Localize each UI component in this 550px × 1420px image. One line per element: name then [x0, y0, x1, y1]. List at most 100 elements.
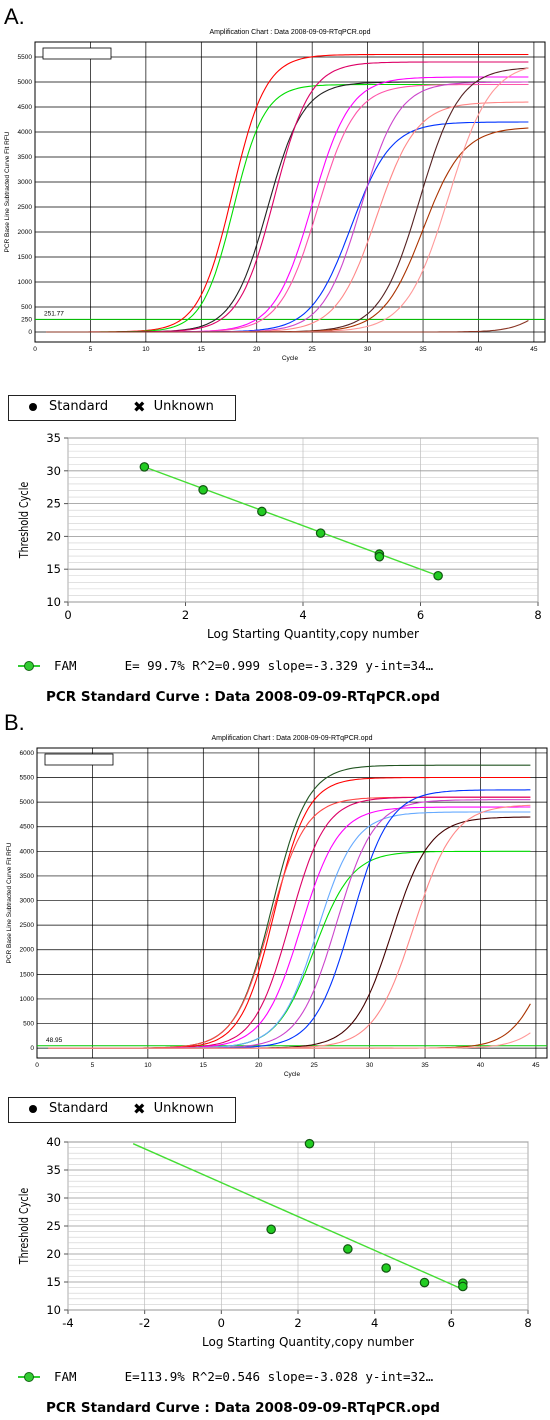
standard-point: [257, 506, 267, 517]
y-tick-label: 10: [46, 1303, 61, 1317]
y-axis-label: PCR Base Line Subtracted Curve Fit RFU: [4, 131, 11, 252]
x-tick-label: 20: [253, 346, 261, 353]
y-tick-label: 5000: [20, 799, 35, 806]
x-tick-label: 20: [255, 1062, 263, 1069]
x-tick-label: 4: [371, 1316, 378, 1330]
threshold-label: 251.77: [44, 310, 64, 317]
x-tick-label: 35: [419, 346, 427, 353]
y-tick-label: 0: [30, 1045, 34, 1052]
fam-stats-text: E= 99.7% R^2=0.999 slope=-3.329 y-int=34…: [124, 658, 434, 673]
x-tick-label: 15: [198, 346, 206, 353]
y-tick-label: 30: [46, 464, 61, 478]
y-tick-label: 10: [46, 595, 61, 609]
x-tick-label: 8: [524, 1316, 531, 1330]
fam-marker-icon: [18, 660, 40, 671]
x-tick-label: 30: [366, 1062, 374, 1069]
standard-dot-icon: [29, 1104, 37, 1113]
x-tick-label: 45: [530, 346, 538, 353]
x-tick-label: 2: [294, 1316, 301, 1330]
x-axis-label: Log Starting Quantity,copy number: [202, 1335, 414, 1349]
standard-point: [458, 1281, 468, 1292]
y-tick-label: 4500: [20, 824, 35, 831]
y-tick-label: 25: [46, 497, 61, 511]
amplification-curve: [48, 1032, 531, 1049]
fit-line: [132, 1143, 460, 1289]
x-tick-label: 5: [89, 346, 93, 353]
y-tick-label: 4000: [18, 129, 33, 136]
chart-title: Amplification Chart : Data 2008-09-09-RT…: [210, 29, 371, 36]
plot-area: [36, 747, 548, 1059]
y-tick-label: 20: [46, 529, 61, 543]
x-tick-label: 0: [35, 1062, 39, 1069]
y-axis-label: Threshold Cycle: [17, 481, 31, 559]
legend-standard-a: Standard: [29, 399, 108, 414]
y-tick-label: 25: [46, 1219, 61, 1233]
standard-point: [266, 1224, 276, 1235]
y-tick-label: 35: [46, 431, 61, 445]
fam-stats-b: FAM E=113.9% R^2=0.546 slope=-3.028 y-in…: [18, 1369, 433, 1384]
fit-line: [144, 466, 439, 577]
legend-unknown-label: Unknown: [153, 1101, 214, 1116]
legend-unknown-a: ✖ Unknown: [133, 399, 214, 414]
chart-title: Amplification Chart : Data 2008-09-09-RT…: [212, 735, 373, 742]
y-tick-label: 1000: [20, 996, 35, 1003]
panel-label-b: B.: [4, 710, 25, 735]
plot-area: [34, 41, 546, 343]
y-tick-label: 30: [46, 1191, 61, 1205]
x-axis-label: Cycle: [284, 1071, 301, 1078]
y-tick-label: 40: [46, 1135, 61, 1149]
fam-name: FAM: [54, 658, 77, 673]
standard-dot-icon: [29, 402, 37, 411]
fam-stats-text: E=113.9% R^2=0.546 slope=-3.028 y-int=32…: [124, 1369, 434, 1384]
x-tick-label: 10: [142, 346, 150, 353]
y-tick-label: 500: [23, 1021, 34, 1028]
y-tick-label: 35: [46, 1163, 61, 1177]
amplification-chart-b: Amplification Chart : Data 2008-09-09-RT…: [6, 735, 548, 1078]
y-tick-label: 2000: [20, 947, 35, 954]
x-tick-label: 40: [477, 1062, 485, 1069]
y-tick-label: 15: [46, 562, 61, 576]
fam-stats-a: FAM E= 99.7% R^2=0.999 slope=-3.329 y-in…: [18, 658, 433, 673]
legend-standard-label: Standard: [49, 1101, 109, 1116]
x-tick-label: 8: [534, 608, 541, 622]
standard-point: [315, 528, 326, 538]
panel-label-a: A.: [4, 4, 25, 29]
y-tick-label: 6000: [20, 750, 35, 757]
fam-name: FAM: [54, 1369, 77, 1384]
y-tick-label: 2500: [20, 922, 35, 929]
unknown-x-icon: ✖: [133, 397, 146, 416]
x-tick-label: 0: [33, 346, 37, 353]
x-tick-label: 40: [475, 346, 483, 353]
standard-point: [433, 570, 443, 581]
x-tick-label: 35: [421, 1062, 429, 1069]
unknown-x-icon: ✖: [133, 1099, 146, 1118]
threshold-label: 48.95: [46, 1037, 63, 1044]
x-axis-label: Cycle: [282, 355, 299, 362]
caption-a: PCR Standard Curve : Data 2008-09-09-RTq…: [46, 689, 440, 705]
amplification-curve: [46, 320, 529, 333]
x-tick-label: 6: [417, 608, 424, 622]
x-axis-label: Log Starting Quantity,copy number: [207, 627, 419, 641]
fam-marker-icon: [18, 1371, 40, 1382]
y-tick-label: 3500: [20, 873, 35, 880]
legend-box-a: Standard ✖ Unknown: [8, 395, 236, 421]
y-tick-label: 1500: [18, 254, 33, 261]
y-tick-label: 3000: [18, 179, 33, 186]
y-tick-label: 5500: [18, 54, 33, 61]
y-tick-label: 15: [46, 1275, 61, 1289]
y-tick-label: 3000: [20, 898, 35, 905]
y-tick-label: 3500: [18, 154, 33, 161]
standard-point: [139, 462, 150, 472]
standard-point: [304, 1138, 315, 1149]
caption-b: PCR Standard Curve : Data 2008-09-09-RTq…: [46, 1400, 440, 1416]
x-tick-label: 6: [448, 1316, 455, 1330]
x-tick-label: 10: [144, 1062, 152, 1069]
standard-point: [381, 1263, 391, 1273]
y-tick-label: 1500: [20, 971, 35, 978]
y-tick-label: 2000: [18, 229, 33, 236]
x-tick-label: 0: [64, 608, 71, 622]
y-tick-label: 2500: [18, 204, 33, 211]
y-axis-label: Threshold Cycle: [17, 1187, 31, 1265]
x-tick-label: 2: [182, 608, 189, 622]
y-tick-label: 4000: [20, 848, 35, 855]
